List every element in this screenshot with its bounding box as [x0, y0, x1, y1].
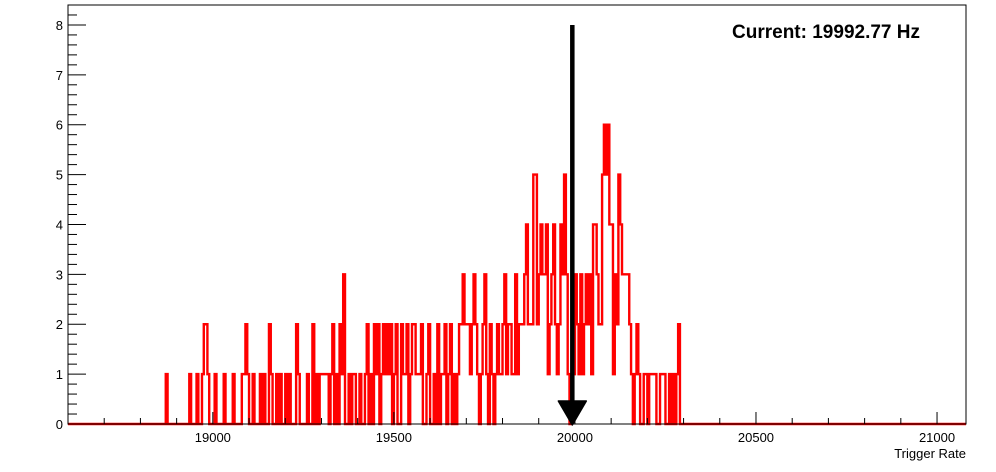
- y-tick-label: 3: [56, 267, 63, 282]
- x-axis-title: Trigger Rate: [894, 446, 966, 461]
- y-tick-label: 6: [56, 118, 63, 133]
- x-tick-label: 21000: [919, 430, 955, 445]
- marker-arrowhead: [557, 400, 588, 426]
- current-rate-marker: [557, 24, 588, 426]
- x-tick-label: 19000: [195, 430, 231, 445]
- y-tick-label: 7: [56, 68, 63, 83]
- y-tick-label: 8: [56, 18, 63, 33]
- plot-frame: [67, 4, 967, 425]
- x-tick-label: 20500: [738, 430, 774, 445]
- y-tick-label: 0: [56, 417, 63, 432]
- current-rate-label: Current: 19992.77 Hz: [732, 22, 920, 43]
- y-tick-label: 5: [56, 168, 63, 183]
- x-tick-label: 20000: [557, 430, 593, 445]
- y-tick-label: 1: [56, 367, 63, 382]
- x-tick-label: 19500: [376, 430, 412, 445]
- axes: 0 1 2 3 4 5 6 7 8 19000 19500 20000 20500 21000: [56, 4, 955, 445]
- y-tick-label: 2: [56, 317, 63, 332]
- y-tick-label: 4: [56, 217, 63, 232]
